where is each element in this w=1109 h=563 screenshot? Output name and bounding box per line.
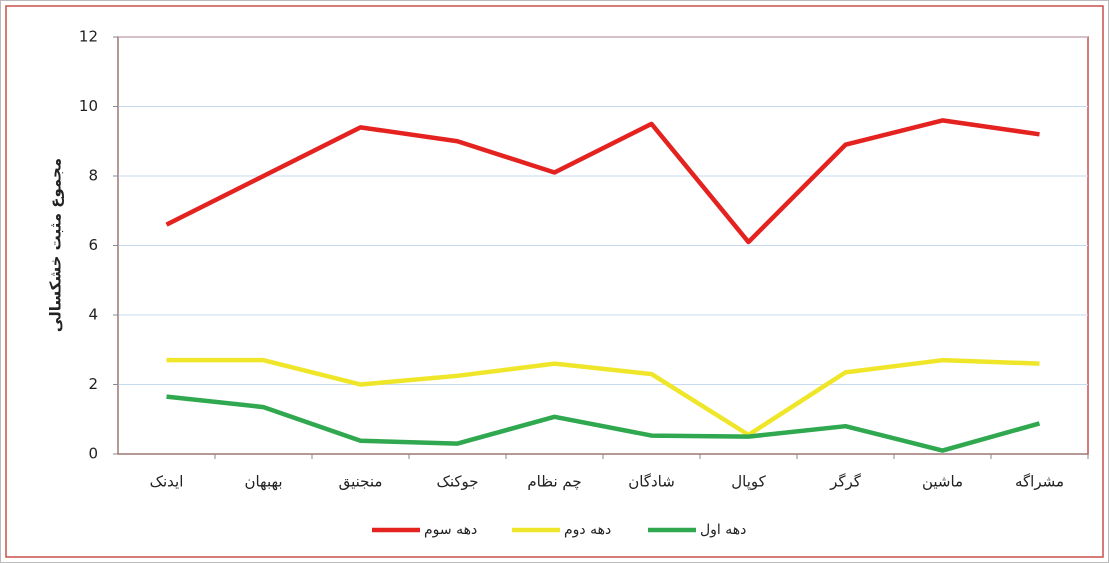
- y-axis-label: مجموع مثبت خشکسالی: [47, 158, 65, 332]
- y-tick-label: 8: [88, 167, 98, 185]
- series-line: [165, 118, 1040, 245]
- x-tick-label: چم نظام: [527, 473, 581, 491]
- x-tick-label: گرگر: [829, 473, 862, 491]
- x-tick-label: جوکنک: [436, 473, 478, 491]
- y-tick-label: 0: [88, 445, 98, 463]
- x-tick-label: شادگان: [628, 473, 675, 491]
- x-tick-label: ایدنک: [150, 473, 184, 491]
- legend-label: دهه اول: [700, 522, 746, 538]
- y-tick-label: 12: [79, 28, 98, 46]
- series-line: [166, 357, 1040, 438]
- chart-border: [5, 5, 1104, 558]
- series-line: [166, 394, 1041, 453]
- legend-label: دهه سوم: [424, 522, 477, 538]
- x-tick-label: منجنیق: [339, 473, 383, 491]
- y-tick-label: 6: [88, 236, 98, 254]
- y-tick-label: 2: [88, 375, 98, 393]
- x-tick-label: کوپال: [731, 473, 766, 492]
- y-tick-label: 4: [88, 306, 98, 324]
- legend-label: دهه دوم: [564, 522, 611, 538]
- y-tick-label: 10: [79, 97, 98, 115]
- x-tick-label: ماشین: [922, 473, 963, 491]
- x-tick-label: مشراگه: [1015, 473, 1064, 491]
- x-tick-label: بهبهان: [244, 473, 282, 491]
